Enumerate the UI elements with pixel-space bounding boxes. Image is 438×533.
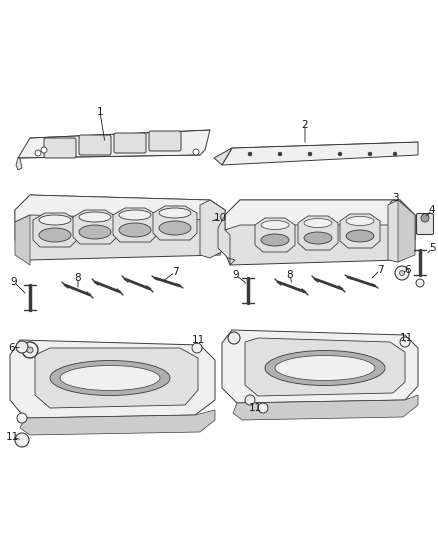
Ellipse shape	[304, 219, 332, 228]
Polygon shape	[218, 215, 235, 265]
FancyBboxPatch shape	[114, 133, 146, 153]
Text: 11: 11	[5, 432, 19, 442]
Circle shape	[278, 152, 282, 156]
Ellipse shape	[39, 215, 71, 225]
Polygon shape	[222, 330, 418, 403]
Ellipse shape	[119, 210, 151, 220]
Circle shape	[400, 337, 410, 347]
Circle shape	[245, 395, 255, 405]
FancyBboxPatch shape	[149, 131, 181, 151]
Polygon shape	[225, 200, 415, 230]
Polygon shape	[200, 200, 225, 258]
Text: 11: 11	[248, 403, 261, 413]
Circle shape	[15, 433, 29, 447]
Circle shape	[399, 271, 405, 276]
Circle shape	[338, 152, 342, 156]
Polygon shape	[35, 348, 198, 408]
Circle shape	[27, 347, 33, 353]
Circle shape	[228, 332, 240, 344]
Text: 6: 6	[9, 343, 15, 353]
Ellipse shape	[119, 223, 151, 237]
FancyBboxPatch shape	[417, 214, 434, 235]
Circle shape	[193, 149, 199, 155]
Text: 11: 11	[399, 333, 413, 343]
Text: 4: 4	[429, 205, 435, 215]
Text: 10: 10	[213, 213, 226, 223]
Polygon shape	[113, 208, 157, 242]
Circle shape	[192, 343, 202, 353]
Circle shape	[16, 341, 28, 353]
Polygon shape	[15, 195, 225, 222]
Circle shape	[393, 152, 397, 156]
Circle shape	[35, 150, 41, 156]
Ellipse shape	[261, 221, 289, 230]
Polygon shape	[340, 214, 380, 248]
Polygon shape	[398, 200, 415, 262]
Circle shape	[368, 152, 372, 156]
Circle shape	[258, 403, 268, 413]
Polygon shape	[388, 200, 415, 262]
Text: 11: 11	[191, 335, 205, 345]
Text: 1: 1	[97, 107, 103, 117]
Polygon shape	[18, 130, 210, 158]
Text: 8: 8	[75, 273, 81, 283]
Text: 7: 7	[377, 265, 383, 275]
Text: 8: 8	[287, 270, 293, 280]
Text: 2: 2	[302, 120, 308, 130]
Circle shape	[22, 342, 38, 358]
Polygon shape	[298, 216, 338, 250]
Polygon shape	[255, 218, 295, 252]
Text: 6: 6	[405, 265, 411, 275]
Ellipse shape	[346, 216, 374, 225]
FancyBboxPatch shape	[79, 135, 111, 155]
Polygon shape	[73, 210, 117, 244]
Text: 3: 3	[392, 193, 398, 203]
Ellipse shape	[39, 228, 71, 242]
Polygon shape	[15, 195, 225, 260]
Ellipse shape	[60, 366, 160, 391]
Ellipse shape	[79, 225, 111, 239]
Ellipse shape	[159, 208, 191, 218]
Text: 9: 9	[11, 277, 18, 287]
Circle shape	[248, 152, 252, 156]
Circle shape	[395, 266, 409, 280]
Text: 7: 7	[172, 267, 178, 277]
Ellipse shape	[261, 234, 289, 246]
Polygon shape	[16, 158, 22, 170]
Ellipse shape	[304, 232, 332, 244]
Polygon shape	[15, 215, 30, 265]
Polygon shape	[222, 142, 418, 165]
Polygon shape	[245, 338, 405, 396]
Circle shape	[416, 279, 424, 287]
Polygon shape	[33, 213, 77, 247]
Circle shape	[41, 147, 47, 153]
Polygon shape	[214, 148, 232, 165]
FancyBboxPatch shape	[44, 138, 76, 158]
Polygon shape	[153, 206, 197, 240]
Polygon shape	[20, 410, 215, 435]
Text: 9: 9	[233, 270, 239, 280]
Circle shape	[308, 152, 312, 156]
Ellipse shape	[79, 212, 111, 222]
Ellipse shape	[265, 351, 385, 385]
Ellipse shape	[346, 230, 374, 242]
Polygon shape	[233, 395, 418, 420]
Ellipse shape	[50, 360, 170, 395]
Text: 5: 5	[429, 243, 435, 253]
Ellipse shape	[159, 221, 191, 235]
Ellipse shape	[275, 356, 375, 381]
Polygon shape	[220, 200, 415, 265]
Circle shape	[421, 214, 429, 222]
Polygon shape	[10, 340, 215, 418]
Circle shape	[17, 413, 27, 423]
